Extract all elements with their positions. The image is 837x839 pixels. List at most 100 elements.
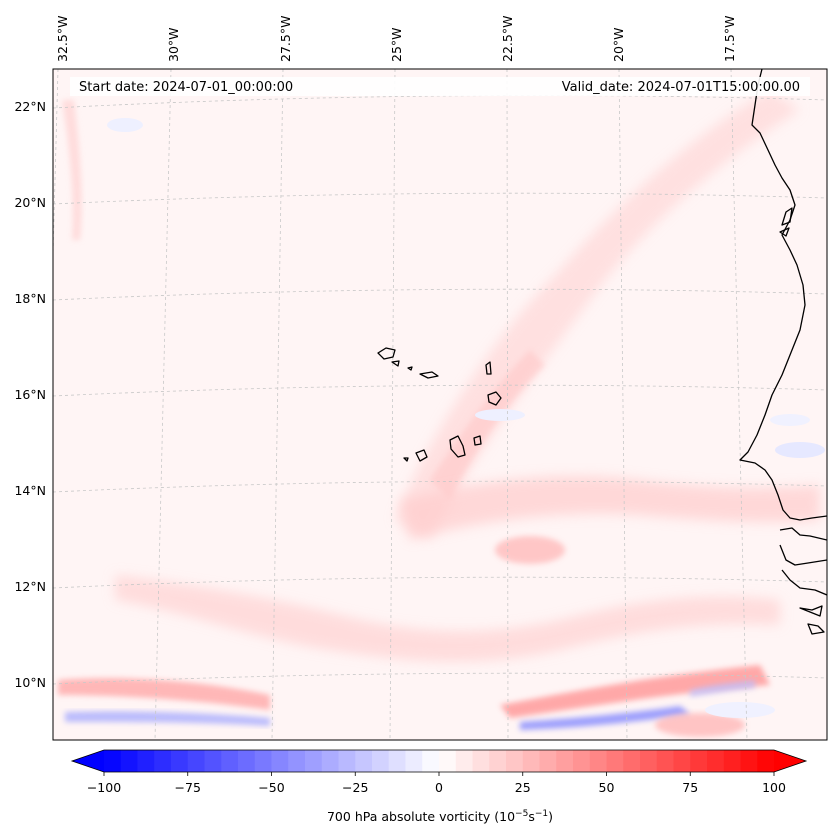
- lat-label-16n: 16°N: [14, 387, 46, 402]
- colorbar-cell: [707, 750, 725, 772]
- lat-label-12n: 12°N: [14, 579, 46, 594]
- vorticity-band-central: [115, 575, 780, 662]
- lat-label-10n: 10°N: [14, 675, 46, 690]
- colorbar-cell: [187, 750, 206, 772]
- header-background: [70, 77, 810, 96]
- coastline-africa: [739, 69, 827, 521]
- vorticity-band-diagonal: [395, 90, 800, 540]
- vorticity-band-inner: [430, 350, 545, 500]
- colorbar-tick-label: 50: [599, 780, 615, 795]
- meridian-25w: [389, 69, 396, 740]
- vorticity-patch-nw: [107, 118, 143, 132]
- colorbar: −100 −75 −50 −25 0 25 50 75 100 700 hPa absolute…: [70, 749, 808, 824]
- meridian-17-5w: [730, 69, 748, 740]
- island-sao-nicolau: [419, 371, 439, 379]
- longitude-labels: 32.5°W 30°W 27.5°W 25°W 22.5°W 20°W 17.5…: [55, 16, 737, 62]
- island-santa-luzia: [407, 366, 413, 371]
- coastline-gambia: [779, 527, 827, 541]
- parallel-18n: [53, 288, 827, 301]
- lon-label-27-5w: 27.5°W: [278, 16, 293, 62]
- colorbar-tick-label: −25: [342, 780, 368, 795]
- coastlines: [377, 69, 827, 635]
- colorbar-cell: [640, 750, 658, 772]
- colorbar-cell: [338, 750, 356, 772]
- map-frame: [52, 68, 828, 741]
- start-date-label: Start date: 2024-07-01_00:00:00: [79, 80, 293, 95]
- vorticity-positive-se: [500, 665, 770, 718]
- lon-label-32-5w: 32.5°W: [55, 16, 70, 62]
- colorbar-cell: [556, 750, 574, 772]
- colorbar-tick-label: −50: [258, 780, 284, 795]
- colorbar-extend-max: [774, 750, 806, 772]
- island-brava: [403, 457, 409, 462]
- colorbar-cell: [405, 750, 423, 772]
- lon-label-17-5w: 17.5°W: [722, 16, 737, 62]
- colorbar-cell: [288, 750, 306, 772]
- colorbar-cell: [204, 750, 222, 772]
- island-fogo: [415, 449, 428, 462]
- colorbar-cell: [740, 750, 758, 772]
- colorbar-label: 700 hPa absolute vorticity (10−5s−1): [327, 809, 553, 824]
- colorbar-ticks: −100 −75 −50 −25 0 25 50 75 100: [87, 772, 786, 795]
- lon-label-20w: 20°W: [611, 27, 626, 62]
- colorbar-cell: [506, 750, 524, 772]
- colorbar-cell: [656, 750, 675, 772]
- colorbar-label-end: ): [548, 809, 553, 824]
- colorbar-label-exp1: −5: [515, 809, 528, 819]
- colorbar-tick-label: 0: [435, 780, 443, 795]
- coastline-guinea-north: [781, 569, 827, 596]
- vorticity-patch-se3: [705, 702, 775, 718]
- island-sal: [485, 361, 492, 375]
- colorbar-cell: [171, 750, 189, 772]
- colorbar-tick-label: 100: [762, 780, 786, 795]
- island-sao-vicente: [391, 360, 400, 367]
- vorticity-patch-coast: [775, 442, 825, 458]
- colorbar-cell: [422, 750, 440, 772]
- parallel-20n: [53, 192, 827, 205]
- colorbar-cell: [104, 750, 122, 772]
- vorticity-patch-center: [475, 409, 525, 421]
- coastline-bijagos-1: [799, 605, 823, 617]
- colorbar-cell: [305, 750, 323, 772]
- colorbar-cell: [690, 750, 708, 772]
- colorbar-cell: [372, 750, 390, 772]
- parallel-10n: [53, 672, 827, 685]
- colorbar-cell: [271, 750, 289, 772]
- lat-label-14n: 14°N: [14, 483, 46, 498]
- colorbar-tick-label: 75: [682, 780, 698, 795]
- meridian-30w: [154, 69, 172, 740]
- colorbar-cell: [388, 750, 407, 772]
- island-santiago: [449, 435, 466, 458]
- parallel-22n: [53, 95, 827, 109]
- parallel-16n: [53, 384, 827, 397]
- vorticity-patch-coast2: [770, 414, 810, 426]
- colorbar-cell: [137, 750, 155, 772]
- colorbar-cell: [120, 750, 139, 772]
- colorbar-cell: [539, 750, 557, 772]
- colorbar-cell: [757, 750, 775, 772]
- colorbar-label-mid: s: [528, 809, 535, 824]
- colorbar-cells: [104, 750, 775, 772]
- header-bar: Start date: 2024-07-01_00:00:00 Valid_da…: [70, 77, 810, 96]
- colorbar-cell: [673, 750, 691, 772]
- vorticity-band-west: [62, 100, 82, 240]
- graticule: [53, 69, 827, 740]
- colorbar-cell: [472, 750, 490, 772]
- parallel-14n: [53, 480, 827, 493]
- vorticity-positive-sw: [58, 678, 270, 710]
- vorticity-field: [58, 90, 825, 737]
- colorbar-cell: [623, 750, 641, 772]
- coastline-cap-blanc: [781, 207, 793, 226]
- island-santo-antao: [377, 347, 396, 360]
- lon-label-25w: 25°W: [389, 27, 404, 62]
- colorbar-label-exp2: −1: [535, 809, 548, 819]
- lon-label-30w: 30°W: [166, 27, 181, 62]
- colorbar-cell: [254, 750, 273, 772]
- colorbar-cell: [238, 750, 256, 772]
- colorbar-extend-min: [72, 750, 104, 772]
- valid-date-label: Valid_date: 2024-07-01T15:00:00.00: [562, 80, 800, 95]
- vorticity-negative-se: [520, 706, 690, 730]
- colorbar-cell: [723, 750, 742, 772]
- vorticity-negative-se2: [690, 680, 755, 697]
- colorbar-tick-label: 25: [515, 780, 531, 795]
